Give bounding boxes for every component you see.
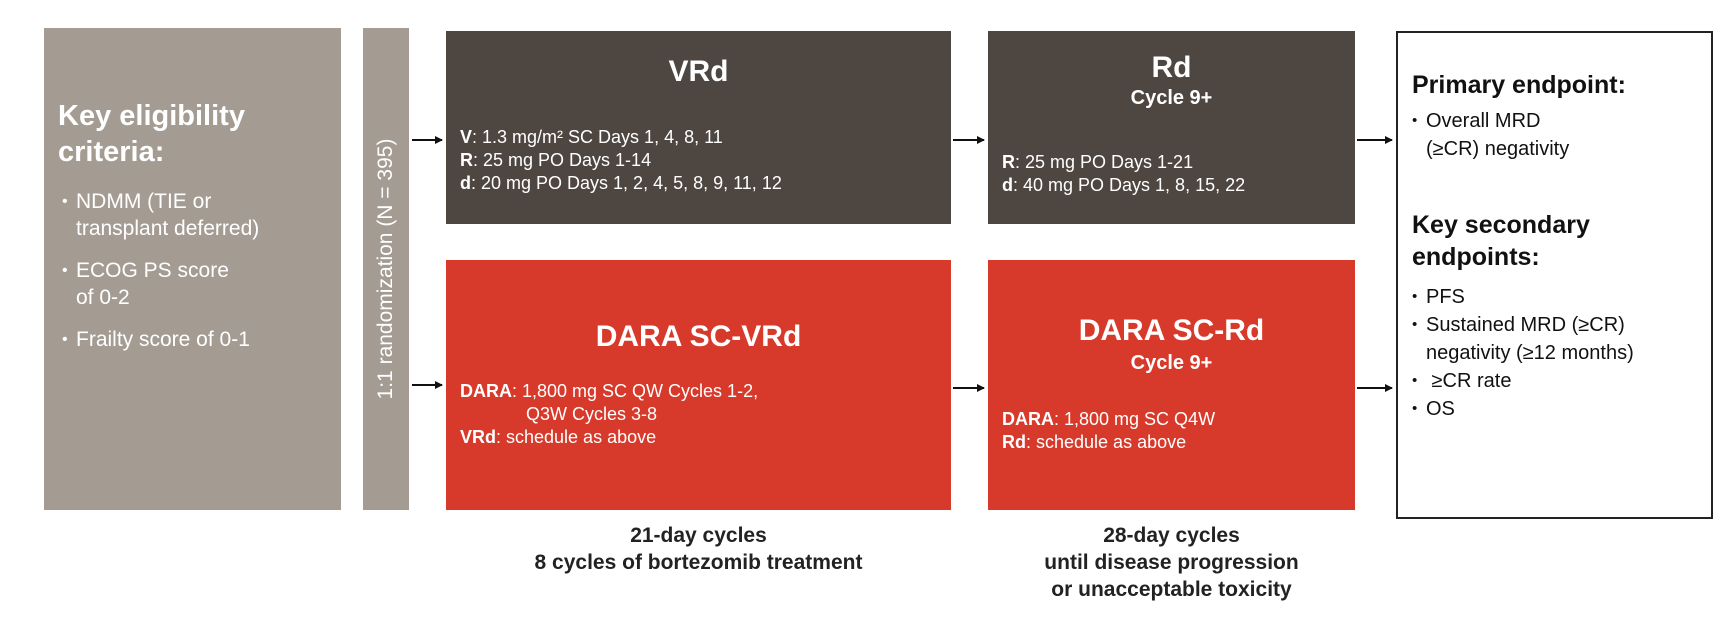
secondary-endpoints-list: PFS Sustained MRD (≥CR) negativity (≥12 … [1412,283,1712,423]
dara-vrd-dosing: DARA: 1,800 mg SC QW Cycles 1-2, Q3W Cyc… [460,380,758,449]
endpoint-item: ≥CR rate [1412,367,1712,395]
dara-rd-subtitle: Cycle 9+ [1130,352,1213,374]
dara-rd-title: DARA SC-Rd [1078,314,1265,347]
dara-rd-dose-line: Rd: schedule as above [1002,432,1187,452]
vrd-title: VRd [668,55,729,88]
endpoint-item: Overall MRD (≥CR) negativity [1412,107,1712,163]
eligibility-item: Frailty score of 0-1 [62,326,332,353]
primary-endpoint-list: Overall MRD (≥CR) negativity [1412,107,1712,163]
eligibility-item: ECOG PS score of 0-2 [62,257,332,311]
eligibility-box: Key eligibility criteria: NDMM (TIE or t… [44,28,341,510]
rd-dose-line: R: 25 mg PO Days 1-21 [1002,152,1194,172]
endpoints-box: Primary endpoint: Overall MRD (≥CR) nega… [1396,31,1713,519]
endpoint-item: OS [1412,395,1712,423]
vrd-dose-line: R: 25 mg PO Days 1-14 [460,150,652,170]
dara-vrd-dose-line: VRd: schedule as above [460,427,657,447]
eligibility-list: NDMM (TIE or transplant deferred) ECOG P… [62,188,332,368]
secondary-endpoints-title: Key secondary endpoints: [1412,211,1590,271]
randomization-bar: 1:1 randomization (N = 395) [363,28,409,510]
eligibility-title: Key eligibility criteria: [58,100,245,168]
rd-dose-line: d: 40 mg PO Days 1, 8, 15, 22 [1002,175,1246,195]
rd-arm-box: Rd Cycle 9+ R: 25 mg PO Days 1-21 d: 40 … [988,31,1355,224]
endpoint-item: Sustained MRD (≥CR) negativity (≥12 mont… [1412,311,1712,367]
vrd-dosing: V: 1.3 mg/m² SC Days 1, 4, 8, 11 R: 25 m… [460,126,782,195]
rd-subtitle: Cycle 9+ [1130,87,1213,109]
primary-endpoint-title: Primary endpoint: [1412,71,1626,99]
dara-rd-dosing: DARA: 1,800 mg SC Q4W Rd: schedule as ab… [1002,408,1215,454]
dara-rd-dose-line: DARA: 1,800 mg SC Q4W [1002,409,1216,429]
vrd-dose-line: d: 20 mg PO Days 1, 2, 4, 5, 8, 9, 11, 1… [460,173,782,193]
dara-rd-arm-box: DARA SC-Rd Cycle 9+ DARA: 1,800 mg SC Q4… [988,260,1355,510]
endpoint-item: PFS [1412,283,1712,311]
dara-vrd-dose-line-cont: Q3W Cycles 3-8 [526,404,658,424]
dara-vrd-title: DARA SC-VRd [595,320,802,353]
eligibility-item: NDMM (TIE or transplant deferred) [62,188,332,242]
dara-vrd-dose-line: DARA: 1,800 mg SC QW Cycles 1-2, [460,381,759,401]
rd-dosing: R: 25 mg PO Days 1-21 d: 40 mg PO Days 1… [1002,151,1245,197]
randomization-label: 1:1 randomization (N = 395) [374,138,397,400]
caption-21-day-cycles: 21-day cycles 8 cycles of bortezomib tre… [534,524,863,574]
caption-28-day-cycles: 28-day cycles until disease progression … [1044,524,1299,601]
vrd-dose-line: V: 1.3 mg/m² SC Days 1, 4, 8, 11 [460,127,723,147]
rd-title: Rd [1151,51,1192,84]
dara-vrd-arm-box: DARA SC-VRd DARA: 1,800 mg SC QW Cycles … [446,260,951,510]
vrd-arm-box: VRd V: 1.3 mg/m² SC Days 1, 4, 8, 11 R: … [446,31,951,224]
